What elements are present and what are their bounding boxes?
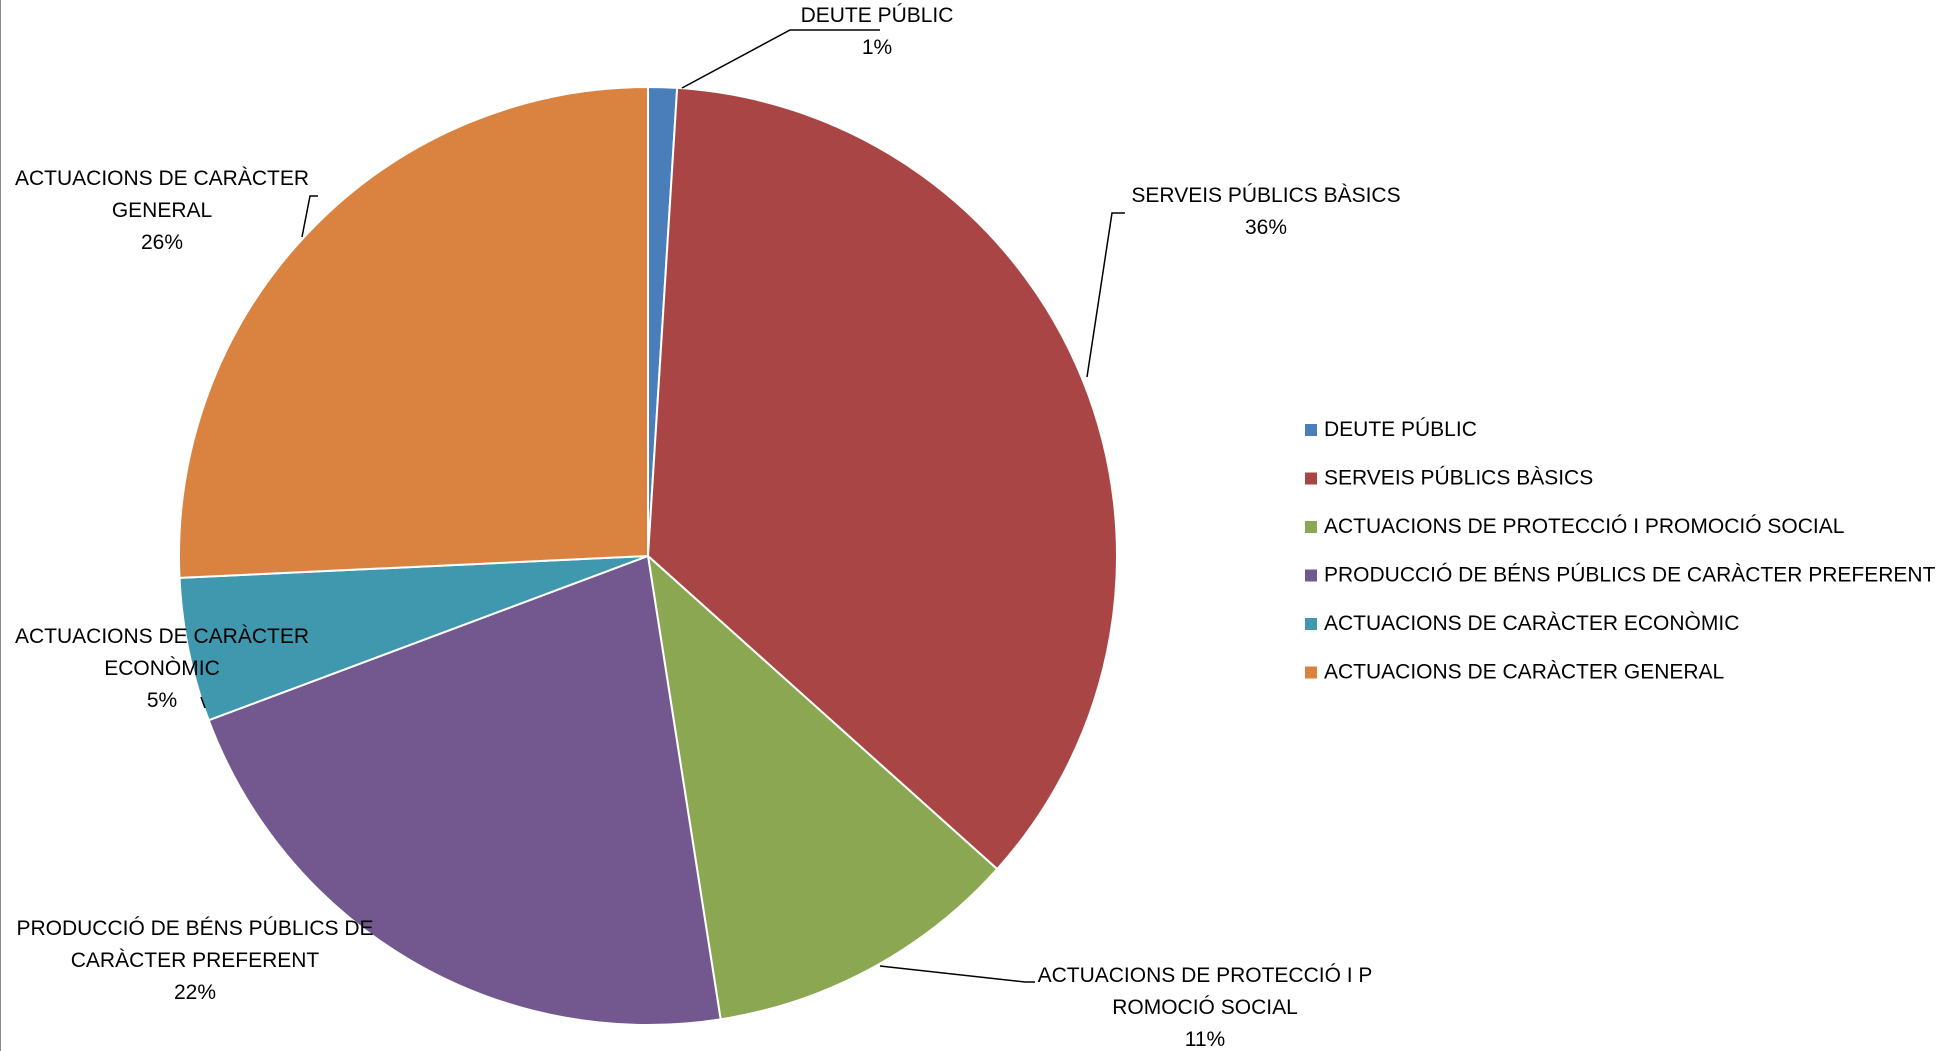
legend-entry-label: DEUTE PÚBLIC bbox=[1324, 418, 1477, 441]
data-label-percent: 22% bbox=[174, 981, 216, 1004]
data-label-percent: 11% bbox=[1185, 1028, 1225, 1051]
leader-line bbox=[301, 195, 318, 238]
leader-line bbox=[879, 965, 1035, 983]
legend-swatch bbox=[1305, 424, 1317, 436]
data-label-category: SERVEIS PÚBLICS BÀSICS bbox=[1131, 184, 1400, 207]
leader-line bbox=[200, 696, 206, 709]
legend-swatch bbox=[1305, 666, 1317, 679]
legend-entry-label: ACTUACIONS DE CARÀCTER GENERAL bbox=[1324, 661, 1724, 684]
data-label-category: ROMOCIÓ SOCIAL bbox=[1112, 996, 1298, 1019]
data-label-category: CARÀCTER PREFERENT bbox=[71, 949, 320, 972]
leader-line bbox=[1086, 212, 1125, 378]
data-label-category: ACTUACIONS DE CARÀCTER bbox=[15, 167, 309, 190]
legend-swatch bbox=[1305, 521, 1317, 533]
leader-lines bbox=[200, 29, 1125, 983]
leader-line bbox=[681, 29, 880, 89]
legend-entry-label: PRODUCCIÓ DE BÉNS PÚBLICS DE CARÀCTER PR… bbox=[1324, 564, 1936, 587]
legend-entry-label: ACTUACIONS DE CARÀCTER ECONÒMIC bbox=[1324, 612, 1739, 635]
legend-swatch bbox=[1305, 618, 1317, 630]
data-label-category: ACTUACIONS DE CARÀCTER bbox=[15, 625, 309, 648]
data-label-percent: 1% bbox=[862, 36, 892, 59]
legend-swatch bbox=[1305, 472, 1317, 485]
data-label-category: GENERAL bbox=[112, 199, 212, 222]
pie-slice bbox=[646, 553, 999, 1021]
legend: DEUTE PÚBLIC SERVEIS PÚBLICS BÀSICS ACTUAC… bbox=[1305, 418, 1936, 684]
legend-entry-label: ACTUACIONS DE PROTECCIÓ I PROMOCIÓ SOCIA… bbox=[1324, 515, 1844, 538]
data-label-category: PRODUCCIÓ DE BÉNS PÚBLICS DE bbox=[16, 917, 373, 940]
pie-slice bbox=[646, 86, 1118, 871]
data-label-percent: 26% bbox=[141, 231, 183, 254]
data-label-percent: 5% bbox=[147, 689, 177, 712]
pie-slices bbox=[178, 85, 1118, 1026]
data-label-category: ACTUACIONS DE PROTECCIÓ I P bbox=[1038, 964, 1373, 987]
pie-slice bbox=[178, 555, 649, 722]
data-label-category: DEUTE PÚBLIC bbox=[801, 4, 954, 27]
legend-swatch bbox=[1305, 569, 1317, 582]
data-label-category: ECONÒMIC bbox=[104, 657, 220, 680]
pie-slice bbox=[178, 85, 649, 579]
data-labels: DEUTE PÚBLIC 1% SERVEIS PÚBLICS BÀSICS 36% A… bbox=[15, 4, 1401, 1051]
data-label-percent: 36% bbox=[1245, 216, 1287, 239]
legend-entry-label: SERVEIS PÚBLICS BÀSICS bbox=[1324, 467, 1593, 490]
